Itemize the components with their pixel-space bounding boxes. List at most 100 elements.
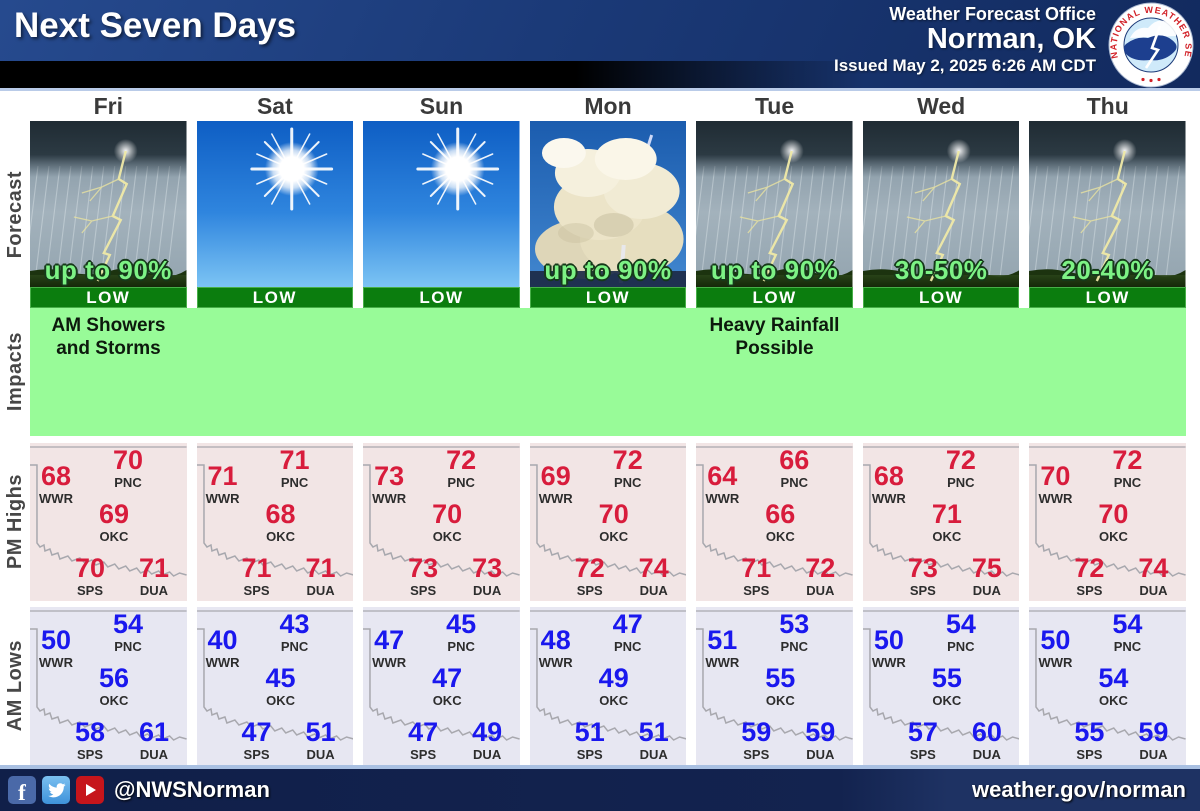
station-label: WWR	[205, 491, 240, 506]
temp-value: 50	[40, 625, 72, 655]
oklahoma-map-outline	[363, 446, 520, 577]
temp-value: 70	[432, 499, 463, 529]
station-pnc: 72 PNC	[1101, 445, 1153, 491]
station-dua: 71 DUA	[295, 555, 347, 599]
temp-value: 54	[1098, 663, 1129, 693]
temp-value: 47	[241, 717, 272, 747]
temp-value: 58	[74, 717, 106, 747]
station-label: PNC	[780, 475, 808, 490]
station-label: PNC	[447, 475, 475, 490]
oklahoma-map-outline	[30, 610, 187, 741]
station-okc: 70 OKC	[421, 499, 473, 545]
station-okc: 71 OKC	[921, 499, 973, 545]
station-wwr: 50 WWR	[1029, 625, 1081, 671]
temp-value: 45	[265, 663, 296, 693]
temp-value: 72	[1112, 445, 1143, 475]
station-label: DUA	[473, 583, 502, 598]
temp-value: 49	[598, 663, 629, 693]
station-okc: 69 OKC	[88, 501, 140, 545]
day-label: Thu	[1086, 93, 1129, 119]
station-label: SPS	[576, 583, 603, 598]
footer-topline	[0, 765, 1200, 769]
temp-value: 51	[574, 717, 605, 747]
rain-chance-label: 30-50%	[894, 255, 988, 285]
day-label: Fri	[93, 93, 123, 119]
rain-chance-label: up to 90%	[544, 255, 672, 285]
temp-value: 56	[98, 663, 130, 693]
station-pnc: 66 PNC	[768, 445, 820, 491]
temp-value: 71	[241, 553, 272, 583]
station-pnc: 54 PNC	[935, 611, 987, 655]
station-label: DUA	[473, 747, 502, 762]
station-label: PNC	[1113, 639, 1142, 654]
station-label: DUA	[139, 747, 169, 762]
temp-value: 68	[265, 499, 296, 529]
station-wwr: 69 WWR	[530, 463, 582, 507]
row-label-text: AM Lows	[3, 640, 26, 732]
station-label: DUA	[806, 583, 835, 598]
temp-value: 72	[574, 553, 605, 583]
pm-highs-cell-mon: 69 WWR 72 PNC 70 OKC 72 SPS 74 DUA	[529, 443, 687, 601]
station-okc: 70 OKC	[1087, 501, 1139, 545]
station-dua: 61 DUA	[128, 719, 180, 763]
oklahoma-map-outline	[30, 446, 187, 577]
station-label: SPS	[76, 583, 103, 598]
temp-value: 47	[612, 609, 643, 639]
temp-value: 66	[779, 445, 810, 475]
am-lows-cell-tue: 51 WWR 53 PNC 55 OKC 59 SPS 59 DUA	[696, 607, 853, 765]
row-label-text: PM Highs	[3, 474, 26, 570]
station-wwr: 68 WWR	[30, 463, 82, 507]
forecast-cell-sun: LOW	[363, 121, 520, 308]
station-label: DUA	[972, 747, 1001, 762]
station-label: DUA	[1139, 583, 1168, 598]
temp-value: 68	[873, 461, 904, 491]
station-dua: 59 DUA	[794, 719, 846, 763]
station-label: WWR	[705, 655, 740, 670]
station-label: DUA	[639, 583, 668, 598]
pm-highs-cell-sun: 73 WWR 72 PNC 70 OKC 73 SPS 73 DUA	[363, 443, 520, 601]
temp-value: 51	[707, 625, 738, 655]
oklahoma-map-outline	[696, 610, 853, 741]
pm-highs-cell-tue: 64 WWR 66 PNC 66 OKC 71 SPS 72 DUA	[696, 443, 853, 601]
forecast-cell-thu: 20-40% LOW	[1029, 121, 1186, 308]
oklahoma-map-outline	[196, 446, 354, 577]
station-pnc: 54 PNC	[102, 611, 154, 655]
temp-value: 75	[971, 553, 1002, 583]
station-dua: 51 DUA	[295, 719, 347, 763]
temp-value: 71	[931, 499, 962, 529]
pm-highs-cell-thu: 70 WWR 72 PNC 70 OKC 72 SPS 74 DUA	[1029, 443, 1186, 601]
station-label: OKC	[432, 529, 462, 544]
row-label-am-lows: AM Lows	[0, 607, 30, 765]
oklahoma-map-outline	[529, 610, 687, 741]
station-label: WWR	[1038, 491, 1073, 506]
station-label: DUA	[139, 583, 169, 598]
station-sps: 72 SPS	[1063, 555, 1115, 599]
station-label: PNC	[780, 639, 808, 654]
station-label: SPS	[909, 747, 936, 762]
station-label: SPS	[1076, 747, 1103, 762]
am-lows-cell-sun: 47 WWR 45 PNC 47 OKC 47 SPS 49 DUA	[363, 607, 520, 765]
temp-value: 55	[765, 663, 796, 693]
temp-value: 73	[374, 461, 405, 491]
station-label: PNC	[613, 639, 642, 654]
temp-value: 55	[931, 663, 962, 693]
impacts-band: AM Showers and Storms Heavy Rainfall Pos…	[30, 308, 1186, 436]
station-label: WWR	[871, 655, 906, 670]
station-sps: 73 SPS	[897, 555, 949, 599]
station-label: PNC	[947, 475, 975, 490]
station-label: WWR	[871, 491, 906, 506]
pm-highs-cell-wed: 68 WWR 72 PNC 71 OKC 73 SPS 75 DUA	[862, 443, 1020, 601]
station-dua: 74 DUA	[1127, 555, 1179, 599]
station-label: OKC	[99, 529, 129, 544]
day-header-row: Fri Sat Sun Mon Tue Wed Thu	[30, 91, 1186, 121]
oklahoma-map-outline	[696, 446, 853, 577]
station-label: OKC	[765, 693, 795, 708]
impact-line: AM Showers	[51, 315, 166, 336]
station-okc: 66 OKC	[754, 501, 806, 545]
oklahoma-map-outline	[363, 610, 520, 741]
station-wwr: 70 WWR	[1029, 463, 1081, 507]
header: Next Seven Days Weather Forecast Office …	[0, 0, 1200, 88]
temp-value: 50	[1040, 625, 1071, 655]
station-label: OKC	[99, 693, 129, 708]
